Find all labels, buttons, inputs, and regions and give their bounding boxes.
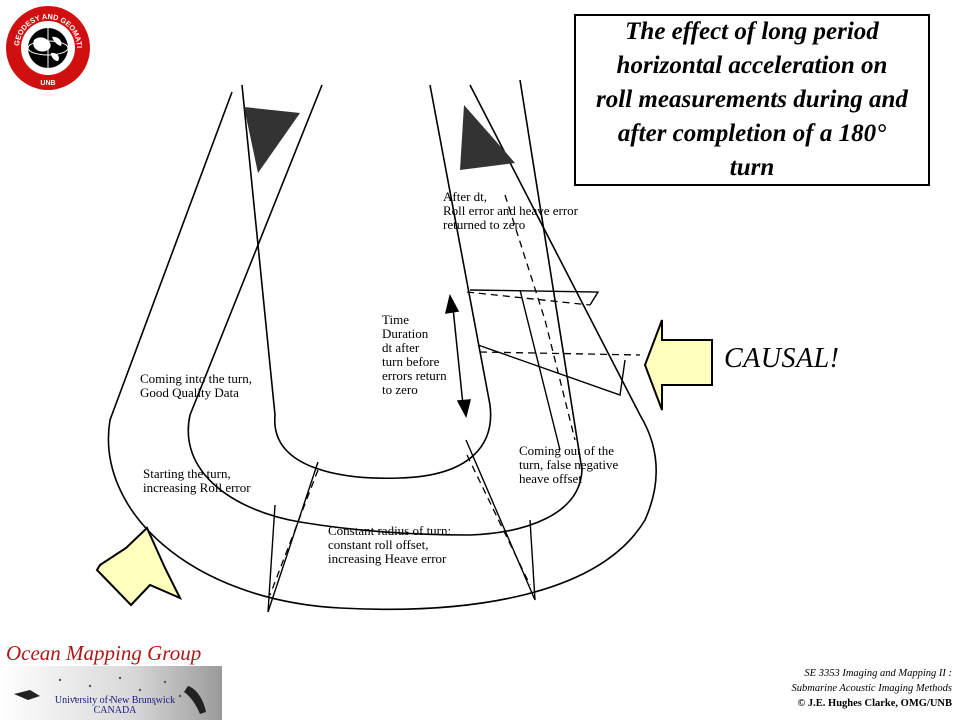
slide-title: The effect of long period horizontal acc… (596, 18, 908, 181)
offset-line-1 (469, 289, 600, 306)
skew-dashed-1 (466, 291, 591, 306)
turn-offset-left (267, 461, 319, 613)
time-duration-arrow (445, 293, 471, 419)
label-constant-radius: Constant radius of turn: constant roll o… (328, 523, 452, 566)
causal-arrow (643, 319, 713, 411)
offset-line-3 (519, 289, 561, 451)
turn-start-arrow (95, 526, 183, 607)
course-line-1: SE 3353 Imaging and Mapping II : (804, 668, 952, 679)
skew-dashed-2 (479, 351, 641, 356)
label-causal: CAUSAL! (724, 343, 840, 374)
label-starting-turn: Starting the turn, increasing Roll error (143, 466, 251, 495)
outer-track-line (107, 84, 657, 611)
outgoing-direction-arrow (460, 105, 515, 170)
incoming-direction-arrow (244, 107, 300, 173)
diver-icon (184, 686, 206, 714)
omg-logo-graphic (0, 666, 222, 720)
ship-icon (14, 690, 40, 700)
university-name: University of New Brunswick CANADA (54, 695, 176, 716)
course-line-2: Submarine Acoustic Imaging Methods (791, 683, 953, 694)
globe-icon (27, 28, 69, 68)
offset-line-2 (477, 344, 626, 396)
label-coming-into-turn: Coming into the turn, Good Quality Data (140, 371, 252, 400)
label-coming-out: Coming out of the turn, false negative h… (519, 443, 619, 486)
turn-offset-right (465, 439, 536, 601)
inner-track-line (241, 84, 492, 480)
logo-bottom-text: UNB (40, 80, 55, 87)
copyright: © J.E. Hughes Clarke, OMG/UNB (797, 698, 952, 709)
gge-logo: GEODESY AND GEOMATICS ENGINEERING UNB (5, 5, 90, 90)
group-name: Ocean Mapping Group (6, 641, 202, 665)
label-time-duration: Time Duration dt after turn before error… (382, 312, 447, 397)
course-credits: SE 3353 Imaging and Mapping II : Submari… (792, 666, 953, 711)
title-box: The effect of long period horizontal acc… (574, 14, 930, 186)
middle-track-line (187, 79, 583, 536)
label-after-dt: After dt, Roll error and heave error ret… (443, 189, 578, 232)
